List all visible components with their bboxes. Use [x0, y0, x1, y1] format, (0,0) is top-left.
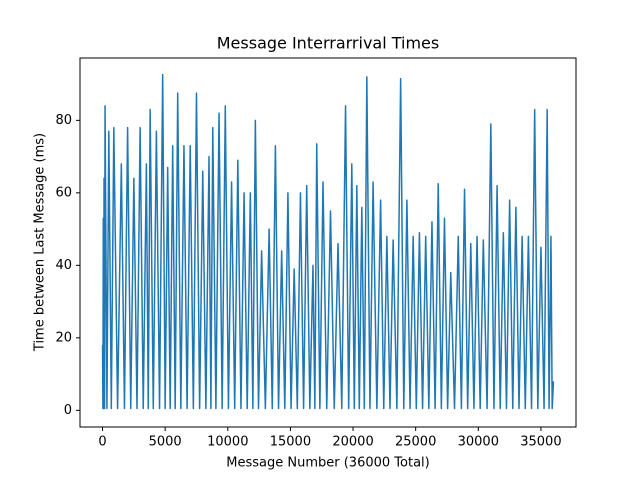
plot-frame	[79, 57, 577, 428]
x-tick-label: 0	[98, 435, 106, 450]
data-line	[101, 73, 555, 410]
y-tick-label: 60	[55, 185, 72, 200]
y-tick-label: 20	[55, 330, 72, 345]
x-tick-label: 5000	[149, 435, 182, 450]
x-tick-label: 20000	[332, 435, 373, 450]
y-axis-label: Time between Last Message (ms)	[33, 133, 48, 352]
x-tick-label: 10000	[207, 435, 248, 450]
y-tick-label: 0	[64, 403, 72, 418]
x-axis-label: Message Number (36000 Total)	[226, 456, 429, 471]
x-tick-label: 35000	[520, 435, 561, 450]
y-tick-label: 40	[55, 258, 72, 273]
y-tick-label: 80	[55, 113, 72, 128]
x-tick-label: 25000	[395, 435, 436, 450]
x-tick-label: 15000	[270, 435, 311, 450]
x-tick-label: 30000	[458, 435, 499, 450]
chart-title: Message Interrarrival Times	[217, 34, 439, 53]
